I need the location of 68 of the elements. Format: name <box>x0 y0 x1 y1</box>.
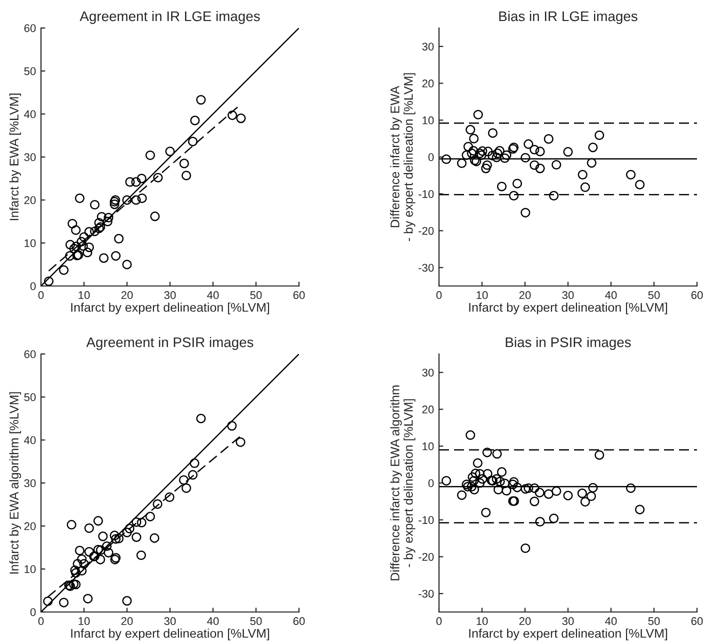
y-tick-label: 50 <box>24 67 36 76</box>
y-tick-label: 30 <box>24 153 36 162</box>
y-tick-label: -10 <box>418 516 434 524</box>
x-axis-title: Infarct by expert delineation [%LVM] <box>71 628 270 640</box>
y-axis-title: Difference infarct by EWA algorithm - by expert delineation [%LVM] <box>390 386 416 580</box>
y-axis-title: Infarct by EWA algorithm [%LVM] <box>9 392 22 574</box>
x-tick-label: 60 <box>293 291 305 300</box>
chart-title: Agreement in IR LGE images <box>80 10 260 24</box>
y-axis-title: Infarct by EWA [%LVM] <box>9 94 22 220</box>
x-tick-label: 20 <box>519 291 531 300</box>
y-tick-label: 40 <box>24 436 36 444</box>
x-tick-label: 20 <box>121 291 133 300</box>
y-tick-label: -30 <box>418 264 434 272</box>
x-axis-title: Infarct by expert delineation [%LVM] <box>71 302 270 314</box>
x-tick-label: 60 <box>293 617 305 626</box>
chart-title: Agreement in PSIR images <box>86 336 254 350</box>
x-axis-title: Infarct by expert delineation [%LVM] <box>469 302 668 314</box>
y-tick-label: 10 <box>24 239 36 248</box>
x-tick-label: 50 <box>648 291 660 300</box>
chart-title: Bias in PSIR images <box>506 336 631 350</box>
y-tick-label: 10 <box>422 116 434 124</box>
x-tick-label: 60 <box>691 291 703 300</box>
x-tick-label: 0 <box>436 291 442 300</box>
y-tick-label: 20 <box>422 80 434 88</box>
x-tick-label: 60 <box>691 617 703 626</box>
y-tick-label: 20 <box>24 196 36 204</box>
y-tick-label: 30 <box>422 42 434 51</box>
x-tick-label: 40 <box>207 291 219 300</box>
y-tick-label: 30 <box>422 368 434 377</box>
y-tick-label: -20 <box>418 552 434 561</box>
x-tick-label: 20 <box>519 617 531 626</box>
x-tick-label: 40 <box>605 291 617 300</box>
x-tick-label: 50 <box>250 617 262 626</box>
y-tick-label: -10 <box>418 190 434 198</box>
x-tick-label: 10 <box>78 291 90 300</box>
y-tick-label: 30 <box>24 479 36 488</box>
y-tick-label: 60 <box>24 350 36 358</box>
x-tick-label: 50 <box>250 291 262 300</box>
x-tick-label: 0 <box>38 291 44 300</box>
x-tick-label: 30 <box>164 617 176 626</box>
y-tick-label: 10 <box>422 442 434 450</box>
y-tick-label: 0 <box>30 282 36 290</box>
y-tick-label: -20 <box>418 226 434 235</box>
y-tick-label: 60 <box>24 24 36 32</box>
y-tick-label: 40 <box>24 110 36 118</box>
y-tick-label: -30 <box>418 590 434 598</box>
y-axis-title: Difference infarct by EWA - by expert delineation [%LVM] <box>390 73 416 242</box>
x-tick-label: 20 <box>121 617 133 626</box>
x-tick-label: 10 <box>476 291 488 300</box>
chart-title: Bias in IR LGE images <box>499 10 638 24</box>
x-tick-label: 40 <box>207 617 219 626</box>
y-tick-label: 10 <box>24 565 36 574</box>
x-tick-label: 30 <box>562 291 574 300</box>
x-tick-label: 10 <box>476 617 488 626</box>
x-tick-label: 40 <box>605 617 617 626</box>
x-tick-label: 0 <box>436 617 442 626</box>
y-tick-label: 0 <box>30 608 36 616</box>
y-tick-label: 50 <box>24 393 36 402</box>
x-axis-title: Infarct by expert delineation [%LVM] <box>469 628 668 640</box>
y-tick-label: 20 <box>24 522 36 530</box>
y-tick-label: 0 <box>428 479 434 488</box>
y-tick-label: 0 <box>428 153 434 162</box>
x-tick-label: 0 <box>38 617 44 626</box>
x-tick-label: 30 <box>164 291 176 300</box>
x-tick-label: 50 <box>648 617 660 626</box>
x-tick-label: 30 <box>562 617 574 626</box>
y-tick-label: 20 <box>422 406 434 414</box>
x-tick-label: 10 <box>78 617 90 626</box>
